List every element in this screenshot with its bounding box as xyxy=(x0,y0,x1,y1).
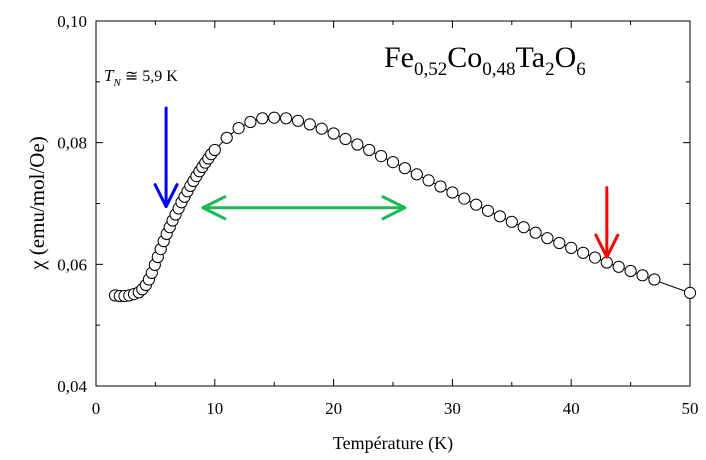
y-tick-label: 0,06 xyxy=(57,255,87,274)
data-point xyxy=(600,256,613,269)
tn-value: ≅ 5,9 K xyxy=(121,68,178,85)
data-point xyxy=(375,150,388,163)
data-point xyxy=(327,127,340,140)
data-point xyxy=(398,162,411,175)
data-point xyxy=(517,221,530,234)
y-tick-label: 0,10 xyxy=(57,12,87,31)
x-tick-label: 40 xyxy=(563,399,580,418)
blue-arrow-head xyxy=(153,183,179,209)
x-tick-label: 10 xyxy=(206,399,223,418)
data-point xyxy=(505,215,518,228)
data-point xyxy=(434,180,447,193)
title-subscript: 0,52 xyxy=(414,59,447,80)
data-point xyxy=(636,269,649,282)
data-point xyxy=(280,112,293,125)
title-element: O xyxy=(555,41,577,74)
y-axis-label: χ (emu/mol/Oe) xyxy=(25,136,49,271)
title-subscript: 0,48 xyxy=(482,59,515,80)
data-point xyxy=(339,132,352,146)
data-point xyxy=(577,246,590,259)
tn-variable: T xyxy=(104,66,115,85)
axis-ticks xyxy=(95,20,691,387)
x-tick-label: 50 xyxy=(682,399,699,418)
data-point xyxy=(470,198,483,211)
data-point xyxy=(303,118,316,131)
data-point xyxy=(315,122,328,135)
data-point xyxy=(422,174,435,187)
data-point xyxy=(446,186,459,199)
data-point xyxy=(612,260,625,273)
x-tick-label: 0 xyxy=(92,399,101,418)
x-axis-label: Température (K) xyxy=(333,433,453,454)
x-tick-label: 30 xyxy=(444,399,461,418)
data-point xyxy=(565,241,578,254)
title-subscript: 2 xyxy=(545,59,555,80)
data-point xyxy=(410,168,423,181)
green-arrow-right-head xyxy=(381,195,407,221)
data-point xyxy=(529,226,542,239)
data-point xyxy=(363,143,376,157)
data-point xyxy=(588,251,602,264)
data-point xyxy=(244,115,257,129)
data-point xyxy=(553,236,566,250)
title-element: Co xyxy=(447,41,482,74)
data-point xyxy=(220,131,233,144)
data-point xyxy=(256,112,269,125)
data-point xyxy=(268,111,281,124)
x-tick-label: 20 xyxy=(325,399,342,418)
y-tick-label: 0,04 xyxy=(57,377,87,396)
red-arrow-head xyxy=(594,233,620,259)
data-point xyxy=(291,114,305,127)
data-point xyxy=(493,210,506,223)
tn-annotation: TN ≅ 5,9 K xyxy=(104,66,178,89)
y-tick-label: 0,08 xyxy=(57,134,87,153)
data-point xyxy=(683,286,697,299)
chart-title: Fe0,52Co0,48Ta2O6 xyxy=(384,41,586,80)
green-arrow-left-head xyxy=(201,195,227,221)
x-tick-labels: 0 10 20 30 40 50 xyxy=(92,399,699,418)
data-point xyxy=(208,143,221,157)
data-markers xyxy=(108,111,697,303)
title-element: Ta xyxy=(516,41,546,74)
title-element: Fe xyxy=(384,41,414,74)
data-point xyxy=(541,232,554,245)
title-subscript: 6 xyxy=(576,59,586,80)
data-point xyxy=(458,192,471,205)
data-point xyxy=(648,273,661,286)
annotation-arrows xyxy=(153,106,620,259)
data-point xyxy=(232,122,245,135)
data-point xyxy=(624,264,637,278)
data-point xyxy=(481,204,495,217)
data-point xyxy=(386,156,400,169)
data-point xyxy=(351,138,364,151)
y-tick-labels: 0,04 0,06 0,08 0,10 xyxy=(57,12,87,396)
tn-subscript: N xyxy=(112,77,121,89)
